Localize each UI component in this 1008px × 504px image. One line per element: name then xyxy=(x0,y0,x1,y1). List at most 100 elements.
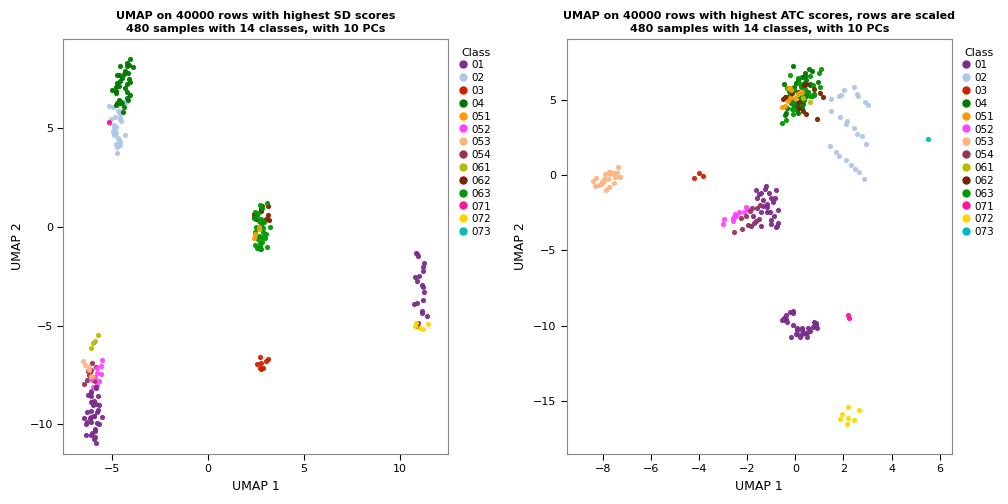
Point xyxy=(253,221,269,229)
Point xyxy=(260,211,276,219)
Point xyxy=(783,99,799,107)
Point xyxy=(813,66,830,74)
Point xyxy=(108,101,124,109)
Point xyxy=(800,65,816,73)
Point xyxy=(839,117,855,125)
Point xyxy=(251,232,267,240)
Point xyxy=(84,375,100,383)
Point xyxy=(797,85,813,93)
Point xyxy=(248,215,264,223)
Point xyxy=(791,98,807,106)
Point xyxy=(788,330,804,338)
Point xyxy=(786,86,802,94)
Point xyxy=(118,98,134,106)
Point xyxy=(253,359,269,367)
Point xyxy=(784,105,800,113)
Point xyxy=(733,215,749,223)
Point xyxy=(798,329,814,337)
Point xyxy=(408,277,424,285)
Point xyxy=(795,96,811,104)
Point xyxy=(89,381,105,389)
Point xyxy=(836,86,852,94)
Point xyxy=(752,201,768,209)
Point xyxy=(755,196,771,204)
Point xyxy=(256,218,272,226)
Point xyxy=(109,79,125,87)
Point xyxy=(114,74,130,82)
Point xyxy=(119,62,135,70)
Point xyxy=(112,99,128,107)
Point xyxy=(743,222,759,230)
Legend: 01, 02, 03, 04, 051, 052, 053, 054, 061, 062, 063, 071, 072, 073: 01, 02, 03, 04, 051, 052, 053, 054, 061,… xyxy=(458,44,494,240)
Point xyxy=(789,324,805,332)
Point xyxy=(782,94,798,102)
Point xyxy=(851,168,867,176)
Point xyxy=(725,214,741,222)
Point xyxy=(596,175,612,183)
Point xyxy=(601,167,617,175)
Point xyxy=(84,371,100,380)
Point xyxy=(854,133,870,141)
Point xyxy=(101,102,117,110)
Point xyxy=(746,219,762,227)
Point xyxy=(108,87,124,95)
Point xyxy=(759,200,775,208)
Point xyxy=(415,263,431,271)
Point xyxy=(258,243,274,251)
Point xyxy=(829,148,845,156)
Point xyxy=(742,207,758,215)
Point xyxy=(802,81,818,89)
Point xyxy=(846,124,862,132)
Point xyxy=(591,181,607,189)
Point xyxy=(84,358,100,366)
Point xyxy=(776,314,792,322)
Point xyxy=(108,83,124,91)
Point xyxy=(795,89,811,97)
Point xyxy=(782,87,798,95)
Point xyxy=(408,248,424,257)
Point xyxy=(108,129,124,137)
Point xyxy=(796,72,812,80)
Point xyxy=(774,316,790,324)
Point xyxy=(77,361,93,369)
Point xyxy=(86,412,102,420)
Point xyxy=(790,109,806,117)
Point xyxy=(82,414,98,422)
Point xyxy=(840,420,856,428)
Point xyxy=(824,95,840,103)
Point xyxy=(259,202,275,210)
Point xyxy=(727,228,743,236)
Point xyxy=(760,190,776,198)
Point xyxy=(791,93,807,101)
Point xyxy=(802,92,818,100)
Point xyxy=(789,106,805,114)
Point xyxy=(116,70,132,78)
Point xyxy=(795,100,811,108)
Point xyxy=(779,104,795,112)
Point xyxy=(84,388,100,396)
Point xyxy=(856,175,872,183)
Point xyxy=(600,175,616,183)
Point xyxy=(784,97,800,105)
Point xyxy=(851,406,867,414)
Point xyxy=(87,425,103,433)
Point xyxy=(83,431,99,439)
Point xyxy=(798,110,814,118)
Point xyxy=(250,235,266,243)
Point xyxy=(802,72,818,80)
Point xyxy=(788,99,804,107)
Point xyxy=(92,377,108,385)
Point xyxy=(254,233,270,241)
Point xyxy=(606,178,622,186)
Point xyxy=(794,97,810,105)
Point xyxy=(751,191,767,199)
Point xyxy=(783,333,799,341)
Point xyxy=(104,86,120,94)
Point xyxy=(805,81,822,89)
Point xyxy=(857,98,873,106)
Point xyxy=(91,406,107,414)
Point xyxy=(765,198,781,206)
Point xyxy=(789,330,805,338)
Point xyxy=(778,115,794,123)
Point xyxy=(90,332,106,340)
